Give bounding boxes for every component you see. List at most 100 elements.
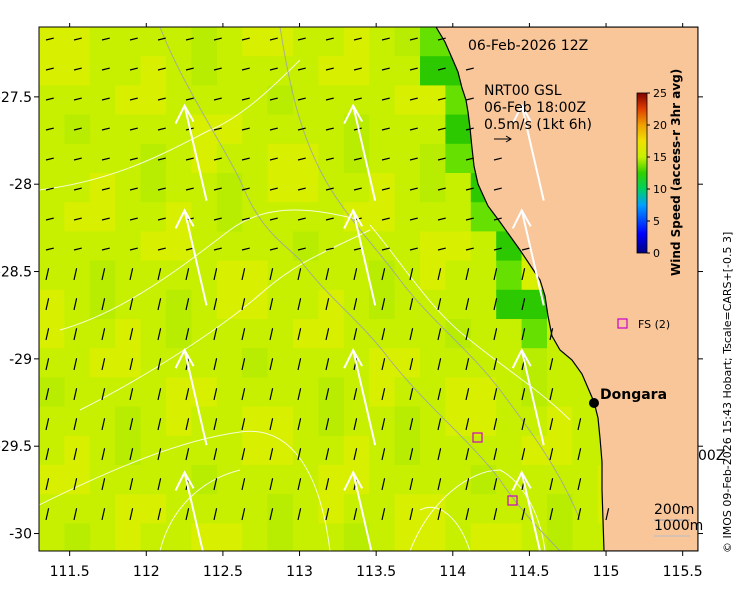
heat-cell — [140, 377, 167, 408]
wind-arrow-small — [521, 508, 526, 521]
heat-cell — [470, 348, 497, 378]
heat-cell — [267, 231, 294, 262]
heat-cell — [89, 173, 116, 203]
heat-cell — [318, 319, 345, 349]
heat-cell — [521, 494, 548, 524]
y-tick-label: -29 — [9, 352, 32, 368]
wind-arrow-small — [241, 448, 246, 461]
wind-arrow-small — [157, 157, 166, 161]
heat-cell — [39, 406, 65, 437]
wind-arrow-small — [353, 298, 358, 311]
heat-cell — [267, 202, 294, 232]
wind-arrow-small — [269, 187, 278, 191]
wind-arrow-small — [73, 37, 82, 41]
x-tick-label: 111.5 — [50, 564, 90, 580]
wind-arrow-large — [352, 472, 373, 551]
wind-arrow-small — [409, 508, 414, 521]
heat-cell — [293, 231, 319, 262]
wind-arrow-small — [493, 187, 502, 191]
heat-cell — [496, 406, 523, 437]
wind-arrow-head — [511, 208, 532, 229]
heat-cell — [267, 85, 294, 116]
heat-cell — [547, 435, 573, 466]
wind-arrow-small — [325, 298, 330, 311]
wind-arrow-small — [381, 418, 386, 431]
heat-cell — [89, 465, 116, 495]
y-tick-label: -28.5 — [0, 265, 32, 281]
colorbar-tick-label: 5 — [653, 215, 660, 228]
heat-cell — [89, 56, 116, 86]
wind-arrow-small — [381, 268, 386, 281]
heat-cell — [394, 465, 421, 495]
wind-arrow-small — [381, 127, 390, 131]
heat-cell — [318, 465, 345, 495]
wind-arrow-small — [325, 67, 334, 71]
heat-cell — [572, 494, 599, 524]
wind-arrow-small — [213, 478, 218, 491]
heat-cell — [394, 202, 421, 232]
wind-arrow-small — [73, 508, 78, 521]
wind-arrow-small — [269, 37, 278, 41]
wind-arrows-small — [45, 37, 610, 521]
heat-cell — [394, 435, 421, 466]
heat-cell — [242, 231, 269, 262]
partial-time-label: 00Z — [698, 448, 725, 464]
wind-arrow-small — [437, 187, 446, 191]
wind-arrow-small — [213, 67, 222, 71]
heat-cell — [293, 377, 319, 408]
heat-cell — [470, 231, 497, 262]
wind-arrow-small — [549, 358, 554, 371]
wind-arrow-small — [45, 97, 54, 101]
wind-arrow-small — [381, 187, 390, 191]
heat-cell — [521, 406, 548, 437]
heat-cell — [572, 435, 599, 466]
heat-cell — [216, 465, 243, 495]
heat-cell — [89, 406, 116, 437]
heat-cell — [445, 143, 472, 174]
plot-area — [39, 27, 698, 551]
heat-cell — [420, 260, 446, 291]
heat-cell — [318, 27, 345, 57]
colorbar-tick-label: 25 — [653, 87, 667, 100]
wind-arrow-small — [241, 67, 250, 71]
wind-arrow-small — [437, 157, 446, 161]
wind-arrow-small — [45, 127, 54, 131]
heat-cell — [318, 56, 345, 86]
wind-arrow-small — [241, 328, 246, 341]
wind-arrow-small — [381, 37, 390, 41]
wind-arrow-small — [185, 508, 190, 521]
wind-arrow-small — [381, 247, 390, 251]
wind-arrow-large — [352, 210, 377, 306]
station-label-fs: FS (2) — [638, 318, 670, 331]
wind-arrow-small — [101, 418, 106, 431]
wind-arrow-small — [409, 127, 418, 131]
heat-cell — [293, 406, 319, 437]
heat-cell — [369, 202, 396, 232]
heat-cell — [420, 56, 446, 86]
heat-cell — [140, 289, 167, 320]
wind-arrow-small — [157, 268, 162, 281]
wind-arrow-large — [183, 349, 208, 446]
heat-cell — [242, 260, 269, 291]
heat-cell — [420, 231, 446, 262]
wind-arrow-large — [183, 472, 204, 551]
heat-cell — [318, 289, 345, 320]
wind-arrow-small — [129, 448, 134, 461]
heat-cell — [394, 231, 421, 262]
heat-cell — [293, 319, 319, 349]
heat-cell — [166, 56, 192, 86]
heat-cell — [318, 202, 345, 232]
wind-arrow-small — [269, 388, 274, 401]
y-tick-label: -27.5 — [0, 90, 32, 106]
heat-cell — [89, 348, 116, 378]
wind-arrow-small — [213, 157, 222, 161]
heat-cell — [394, 114, 421, 145]
wind-arrow-small — [213, 268, 218, 281]
wind-arrow-small — [549, 328, 554, 341]
heat-cell — [64, 56, 91, 86]
wind-arrow-small — [297, 418, 302, 431]
wind-arrow-small — [269, 328, 274, 341]
heat-cell — [39, 231, 65, 262]
wind-arrow-small — [45, 418, 50, 431]
heat-cell — [64, 494, 91, 524]
